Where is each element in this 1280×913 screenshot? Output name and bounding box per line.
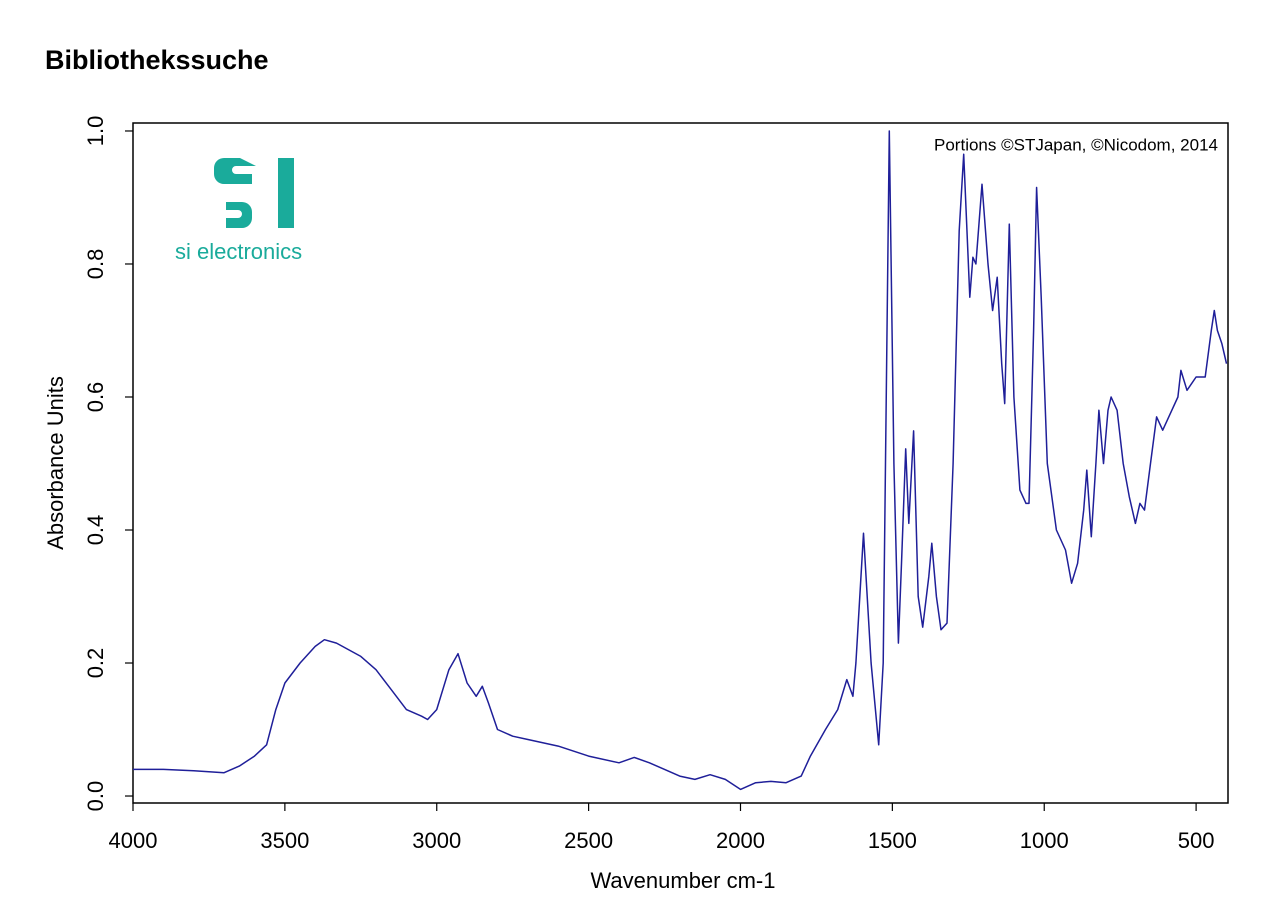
- plot-frame: [132, 122, 1229, 804]
- x-tick-label: 3500: [260, 828, 309, 853]
- logo: si electronics: [175, 158, 302, 264]
- annotation: Portions ©STJapan, ©Nicodom, 2014: [934, 135, 1218, 154]
- y-tick-label: 0.2: [83, 648, 108, 679]
- y-tick-label: 0.4: [83, 515, 108, 546]
- x-tick-label: 2000: [716, 828, 765, 853]
- y-tick-label: 0.0: [83, 781, 108, 812]
- x-tick-label: 4000: [109, 828, 158, 853]
- x-tick-label: 500: [1178, 828, 1215, 853]
- x-tick-label: 1000: [1020, 828, 1069, 853]
- y-axis-title: Absorbance Units: [43, 376, 68, 550]
- logo-mark: [278, 158, 294, 228]
- y-tick-label: 1.0: [83, 116, 108, 147]
- x-axis-title: Wavenumber cm-1: [590, 868, 775, 893]
- page-title: Bibliothekssuche: [45, 45, 269, 75]
- spectrum-line: [133, 130, 1228, 791]
- y-tick-label: 0.6: [83, 382, 108, 413]
- logo-text: si electronics: [175, 239, 302, 264]
- y-tick-label: 0.8: [83, 249, 108, 280]
- logo-mark: [214, 158, 256, 184]
- x-tick-label: 3000: [412, 828, 461, 853]
- logo-mark: [226, 202, 252, 228]
- x-tick-label: 2500: [564, 828, 613, 853]
- x-tick-label: 1500: [868, 828, 917, 853]
